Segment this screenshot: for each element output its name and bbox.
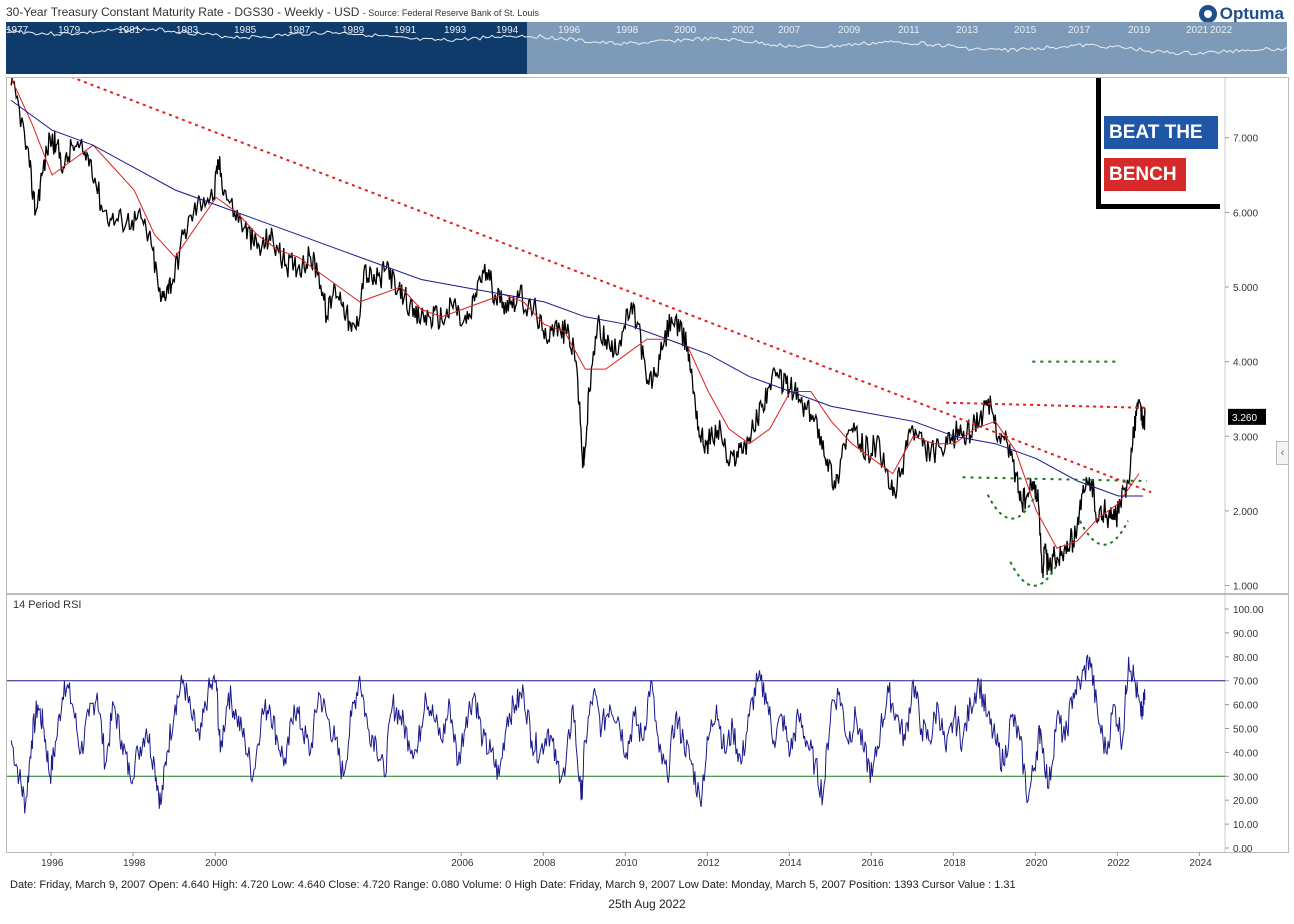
x-tick-label: 1996 [41,858,64,869]
navigator-year: 1996 [558,25,581,36]
navigator-year: 1987 [288,25,311,36]
beat-the-bench-badge: BEAT THE BENCH [1096,78,1220,209]
navigator-year: 1998 [616,25,639,36]
x-tick-label: 2022 [1107,858,1130,869]
rsi-y-tick-label: 60.00 [1233,701,1258,712]
navigator-year: 1981 [118,25,141,36]
y-tick-label: 1.000 [1233,582,1258,593]
optuma-logo-text: Optuma [1219,4,1284,23]
chart-title-text: 30-Year Treasury Constant Maturity Rate … [6,5,360,19]
status-bar: Date: Friday, March 9, 2007 Open: 4.640 … [10,879,1016,891]
pattern-arc-0 [986,494,1037,520]
navigator-year: 2011 [898,25,920,36]
rsi-y-tick-label: 0.00 [1233,844,1253,852]
navigator-year: 1979 [58,25,81,36]
pattern-arc-2 [1079,520,1129,546]
navigator-year: 2002 [732,25,755,36]
chart-title: 30-Year Treasury Constant Maturity Rate … [6,5,539,19]
rsi-chart: 14 Period RSI 0.00 10.00 20.00 30.00 40.00 50.… [7,595,1264,855]
x-axis: 1996 1998 2000 2006 2008 2010 2012 2014 2016 2018… [41,852,1212,869]
navigator-year: 2000 [674,25,697,36]
trendline-1 [946,401,1148,409]
badge-line2: BENCH [1104,158,1186,191]
rsi-y-tick-label: 50.00 [1233,725,1258,736]
series-ma_slow [10,99,1143,497]
badge-bracket-bottom [1096,204,1220,209]
navigator-year: 1991 [394,25,417,36]
rsi-y-tick-label: 80.00 [1233,653,1258,664]
y-tick-label: 3.000 [1233,432,1258,443]
navigator-year: 2022 [1210,25,1233,36]
rsi-y-tick-label: 40.00 [1233,748,1258,759]
x-tick-label: 2014 [779,858,802,869]
y-tick-label: 4.000 [1233,358,1258,369]
navigator-year: 2017 [1068,25,1091,36]
optuma-logo: Optuma [1198,4,1284,24]
collapse-arrow-icon[interactable]: ‹ [1276,441,1289,465]
price-panel[interactable]: 1.000 2.000 3.000 4.000 5.000 6.000 7.000 3.260 [6,73,1289,594]
navigator-year: 2021 [1186,25,1209,36]
chart-source: - Source: Federal Reserve Bank of St. Lo… [362,8,539,18]
navigator-year: 1977 [6,25,29,36]
y-tick-label: 6.000 [1233,208,1258,219]
navigator-year: 2007 [778,25,801,36]
navigator-year: 1994 [496,25,519,36]
x-tick-label: 2000 [205,858,228,869]
rsi-y-tick-label: 30.00 [1233,772,1258,783]
x-tick-label: 2016 [861,858,884,869]
rsi-y-tick-label: 20.00 [1233,796,1258,807]
rsi-y-tick-label: 90.00 [1233,629,1258,640]
price-chart: 1.000 2.000 3.000 4.000 5.000 6.000 7.000 3.260 [10,73,1266,593]
badge-bracket-left [1096,78,1101,208]
last-value-label: 3.260 [1232,413,1257,424]
navigator-year: 2013 [956,25,979,36]
x-tick-label: 2020 [1025,858,1048,869]
navigator-overview-line [6,27,1287,56]
optuma-logo-icon [1198,5,1217,23]
trendline-2 [962,476,1148,483]
y-tick-label: 2.000 [1233,507,1258,518]
rsi-title: 14 Period RSI [13,599,81,611]
y-tick-label: 7.000 [1233,134,1258,145]
navigator-year: 2015 [1014,25,1037,36]
rsi-y-tick-label: 10.00 [1233,820,1258,831]
trendline-0 [64,73,1152,494]
navigator-year: 2019 [1128,25,1151,36]
navigator-selection[interactable] [6,22,527,74]
navigator-year: 1983 [176,25,199,36]
pattern-arc-1 [1009,561,1060,587]
navigator-line [6,27,1287,56]
navigator-year: 1985 [234,25,257,36]
x-tick-label: 2006 [451,858,474,869]
navigator-year: 1989 [342,25,365,36]
footer-date: 25th Aug 2022 [608,897,686,911]
rsi-panel[interactable]: 14 Period RSI 0.00 10.00 20.00 30.00 40.00 50.… [6,594,1289,855]
x-tick-label: 2010 [615,858,638,869]
badge-line1: BEAT THE [1104,116,1218,149]
series-rsi [10,654,1146,814]
x-tick-label: 2008 [533,858,556,869]
series-ma_fast [10,77,1140,549]
date-range-navigator[interactable]: 1977 1979 1981 1983 1985 1987 1989 1991 1993 1994… [6,22,1287,74]
x-tick-label: 1998 [123,858,146,869]
navigator-year: 2009 [838,25,861,36]
navigator-year: 1993 [444,25,467,36]
rsi-y-tick-label: 100.00 [1233,605,1264,616]
series-price [10,78,1146,578]
x-tick-label: 2012 [697,858,720,869]
x-tick-label: 2018 [943,858,966,869]
y-tick-label: 5.000 [1233,283,1258,294]
x-tick-label: 2024 [1189,858,1212,869]
rsi-y-tick-label: 70.00 [1233,677,1258,688]
last-value-tag [1228,408,1266,425]
